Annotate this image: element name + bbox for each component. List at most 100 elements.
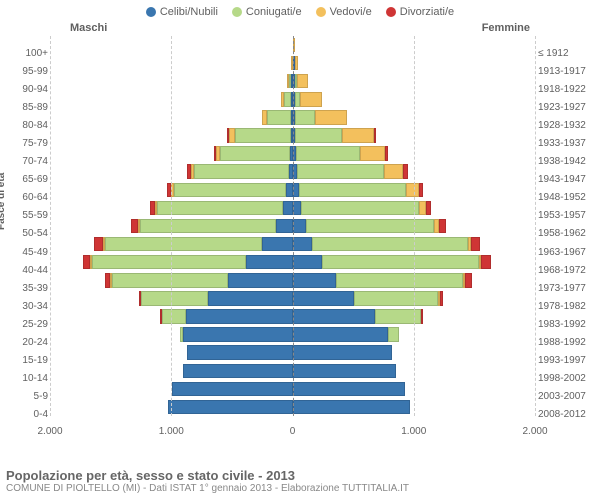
- age-label: 20-24: [6, 337, 48, 348]
- bar-segment: [312, 237, 468, 251]
- bar-segment: [293, 400, 411, 414]
- legend-item: Vedovi/e: [316, 6, 372, 18]
- bar-segment: [276, 219, 293, 233]
- header-female: Femmine: [482, 22, 530, 34]
- bar-segment: [293, 237, 312, 251]
- legend-dot: [146, 7, 156, 17]
- legend-item: Celibi/Nubili: [146, 6, 218, 18]
- population-pyramid-chart: Celibi/Nubili Coniugati/e Vedovi/e Divorzia…: [0, 0, 600, 500]
- bar-segment: [471, 237, 480, 251]
- bar-segment: [112, 273, 228, 287]
- legend-label: Coniugati/e: [246, 6, 302, 18]
- bar-segment: [208, 291, 293, 305]
- age-label: 85-89: [6, 102, 48, 113]
- birth-label: 1938-1942: [538, 156, 596, 167]
- bar-segment: [299, 183, 407, 197]
- bar-segment: [385, 146, 388, 160]
- header-male: Maschi: [70, 22, 107, 34]
- birth-label: 1983-1992: [538, 319, 596, 330]
- bar-segment: [194, 164, 289, 178]
- bar-segment: [293, 364, 396, 378]
- birth-label: ≤ 1912: [538, 48, 596, 59]
- age-label: 15-19: [6, 355, 48, 366]
- legend-dot: [316, 7, 326, 17]
- bar-segment: [94, 237, 102, 251]
- bar-segment: [403, 164, 407, 178]
- bar-segment: [187, 345, 292, 359]
- gridline: [171, 36, 172, 416]
- bar-segment: [342, 128, 374, 142]
- y-axis-age-labels: 100+95-9990-9485-8980-8475-7970-7465-696…: [6, 44, 48, 424]
- x-tick: 1.000: [401, 426, 426, 437]
- bar-segment: [419, 201, 426, 215]
- birth-label: 1928-1932: [538, 120, 596, 131]
- bar-segment: [426, 201, 431, 215]
- legend-label: Vedovi/e: [330, 6, 372, 18]
- age-label: 10-14: [6, 373, 48, 384]
- legend-dot: [386, 7, 396, 17]
- birth-label: 1918-1922: [538, 84, 596, 95]
- bar-segment: [465, 273, 471, 287]
- bar-segment: [183, 364, 292, 378]
- age-label: 35-39: [6, 283, 48, 294]
- bar-segment: [360, 146, 385, 160]
- bar-segment: [157, 201, 283, 215]
- bar-segment: [421, 309, 423, 323]
- bar-segment: [406, 183, 418, 197]
- legend-item: Divorziati/e: [386, 6, 454, 18]
- age-label: 40-44: [6, 265, 48, 276]
- age-label: 70-74: [6, 156, 48, 167]
- bar-segment: [384, 164, 403, 178]
- bar-segment: [174, 183, 287, 197]
- bar-segment: [172, 382, 292, 396]
- birth-label: 1923-1927: [538, 102, 596, 113]
- bar-segment: [374, 128, 376, 142]
- x-tick: 2.000: [522, 426, 547, 437]
- age-label: 100+: [6, 48, 48, 59]
- birth-label: 1978-1982: [538, 301, 596, 312]
- legend-label: Celibi/Nubili: [160, 6, 218, 18]
- age-label: 30-34: [6, 301, 48, 312]
- bar-segment: [220, 146, 290, 160]
- birth-label: 1948-1952: [538, 192, 596, 203]
- bar-segment: [131, 219, 138, 233]
- gridline: [414, 36, 415, 416]
- birth-label: 1913-1917: [538, 66, 596, 77]
- legend: Celibi/Nubili Coniugati/e Vedovi/e Divorzia…: [0, 0, 600, 18]
- birth-label: 1988-1992: [538, 337, 596, 348]
- bar-segment: [105, 237, 263, 251]
- age-label: 45-49: [6, 247, 48, 258]
- age-label: 0-4: [6, 409, 48, 420]
- legend-label: Divorziati/e: [400, 6, 454, 18]
- plot-area: [50, 36, 535, 416]
- bar-segment: [293, 273, 337, 287]
- bar-segment: [168, 400, 293, 414]
- gridline: [535, 36, 536, 416]
- bar-segment: [354, 291, 438, 305]
- birth-label: 1943-1947: [538, 174, 596, 185]
- age-label: 65-69: [6, 174, 48, 185]
- bar-segment: [293, 309, 375, 323]
- bar-segment: [283, 201, 293, 215]
- birth-label: 1998-2002: [538, 373, 596, 384]
- bar-segment: [293, 382, 406, 396]
- bar-segment: [293, 291, 355, 305]
- bar-segment: [481, 255, 491, 269]
- bar-segment: [297, 164, 384, 178]
- age-label: 90-94: [6, 84, 48, 95]
- bar-segment: [419, 183, 424, 197]
- age-label: 95-99: [6, 66, 48, 77]
- age-label: 80-84: [6, 120, 48, 131]
- bar-segment: [293, 201, 301, 215]
- bar-segment: [183, 327, 292, 341]
- bar-segment: [301, 201, 419, 215]
- age-label: 5-9: [6, 391, 48, 402]
- y-axis-birth-labels: ≤ 1912 1913-1917 1918-1922 1923-1927 1928-19…: [538, 44, 596, 424]
- birth-label: 1968-1972: [538, 265, 596, 276]
- bar-segment: [140, 219, 276, 233]
- bar-segment: [284, 92, 291, 106]
- x-tick: 2.000: [37, 426, 62, 437]
- age-label: 55-59: [6, 210, 48, 221]
- x-axis: 2.0001.00001.0002.000: [50, 426, 535, 442]
- bar-segment: [293, 219, 306, 233]
